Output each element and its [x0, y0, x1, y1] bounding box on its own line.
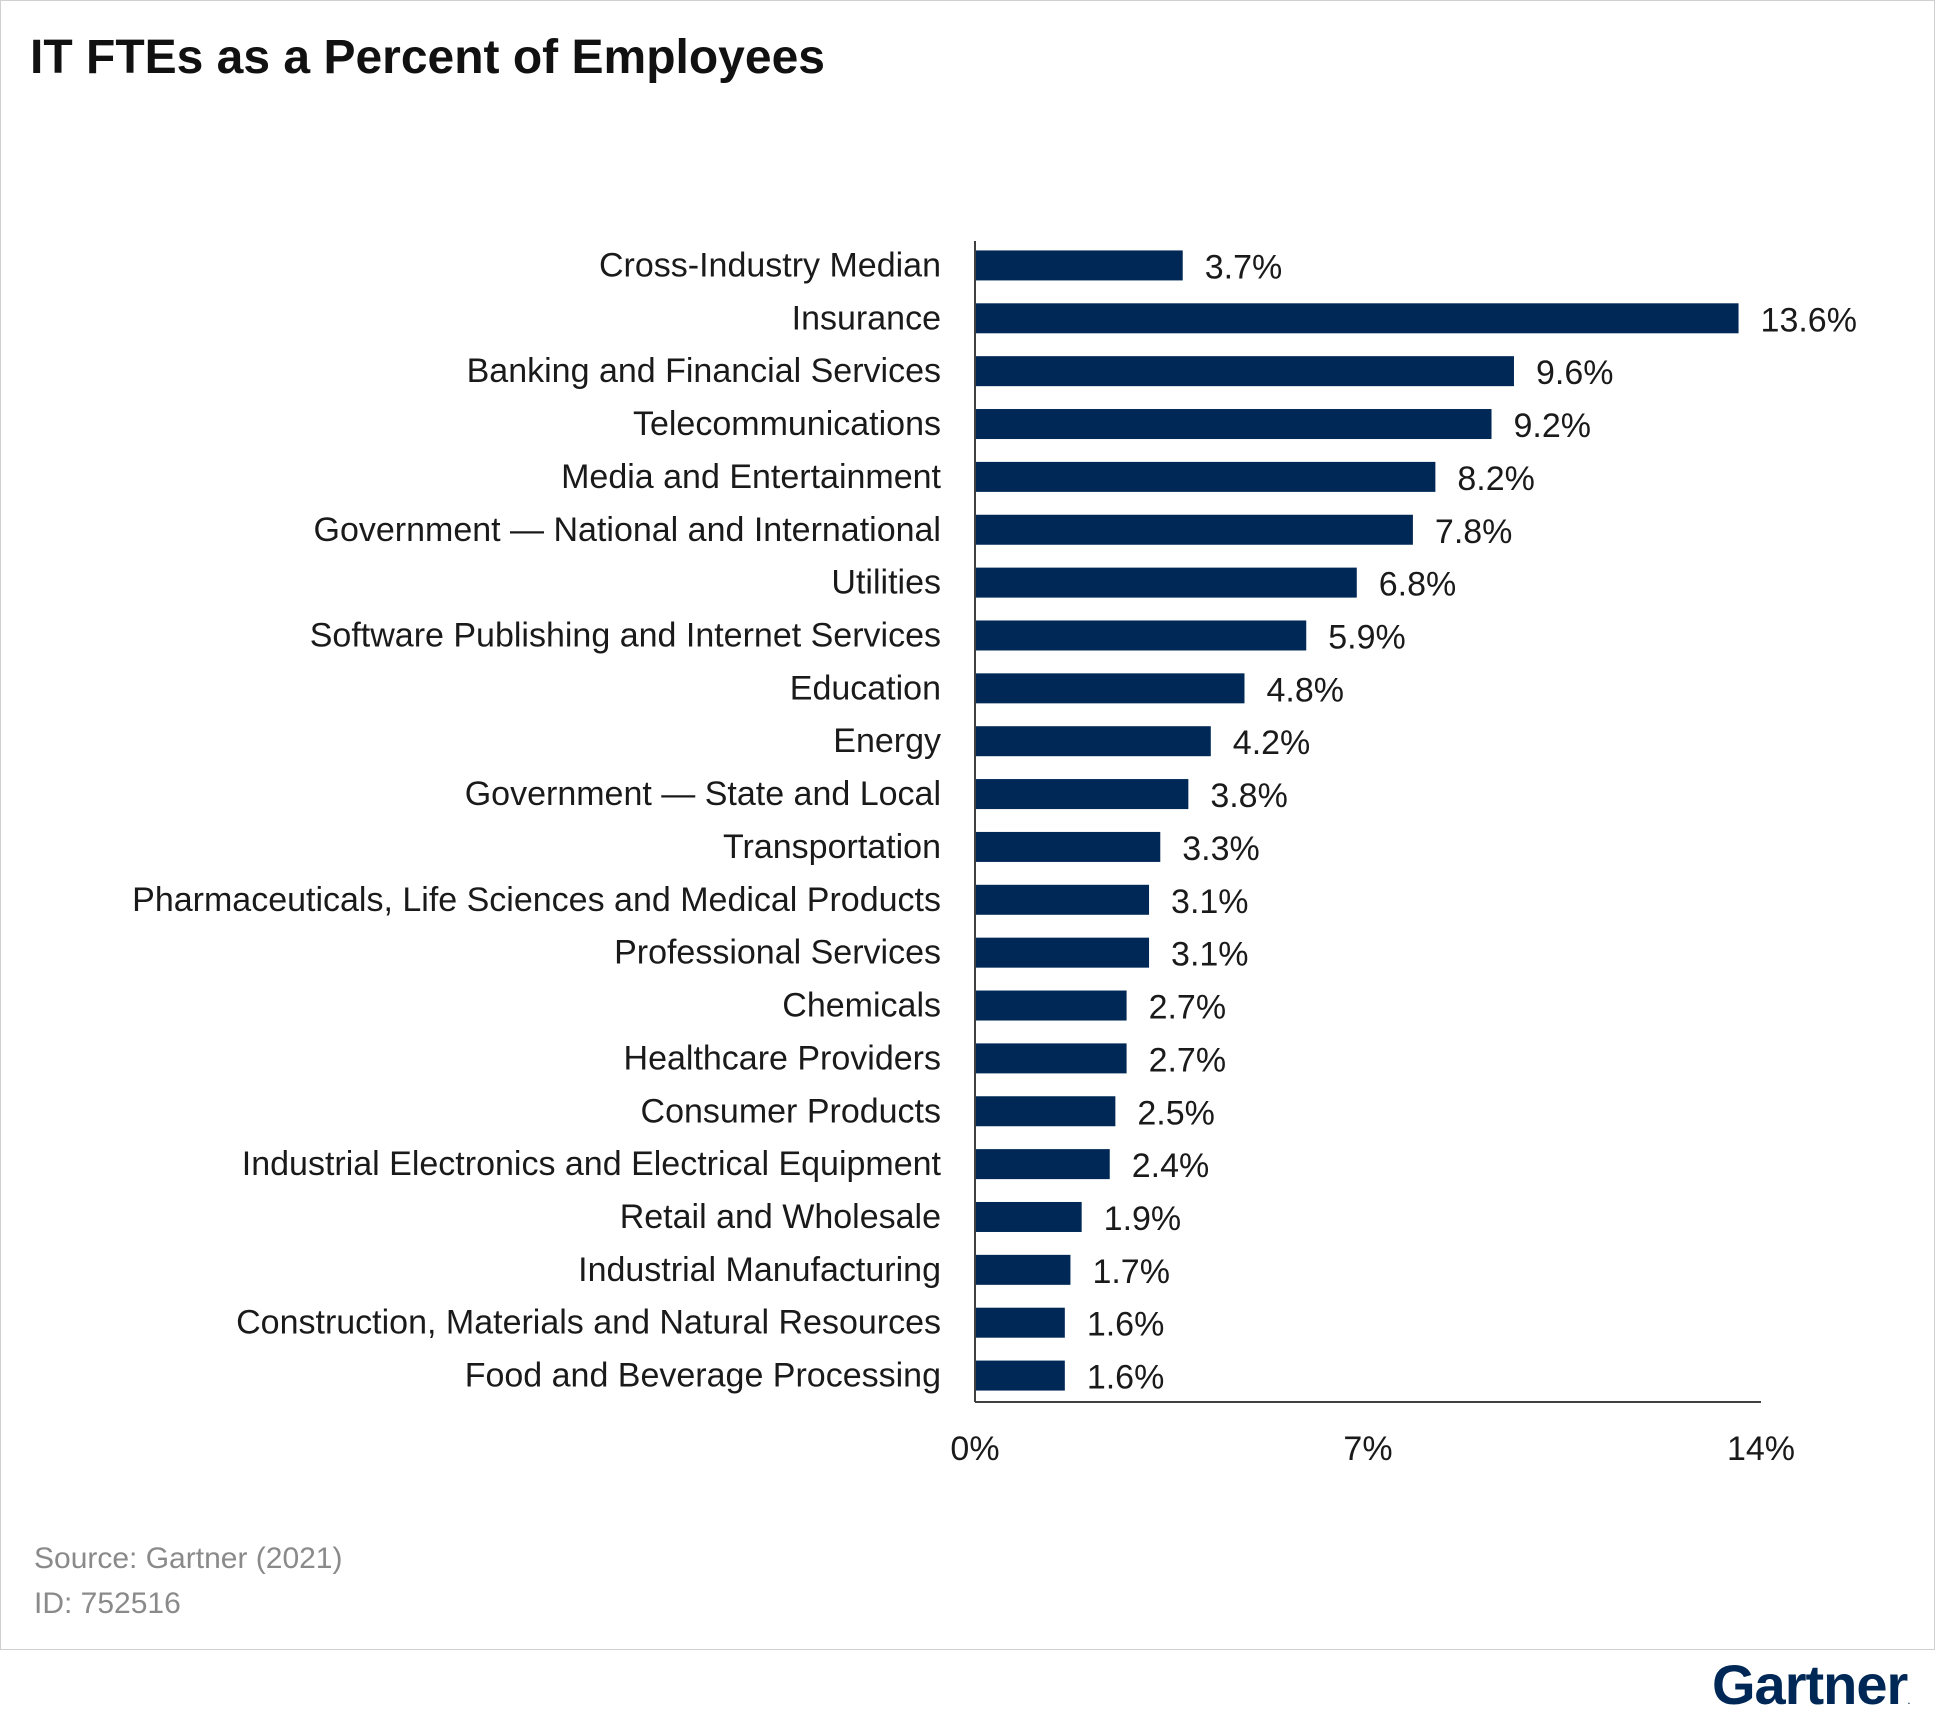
- category-label: Transportation: [723, 828, 941, 866]
- bar: [975, 1201, 1082, 1232]
- chart-frame: [0, 0, 1935, 1650]
- category-label: Professional Services: [614, 934, 941, 972]
- data-label: 9.2%: [1514, 407, 1592, 445]
- data-label: 3.7%: [1205, 248, 1283, 286]
- category-label: Industrial Electronics and Electrical Eq…: [242, 1145, 942, 1183]
- category-label: Consumer Products: [641, 1092, 941, 1130]
- category-label: Energy: [833, 722, 941, 760]
- data-label: 3.1%: [1171, 883, 1249, 921]
- x-tick-label: 14%: [1727, 1430, 1795, 1468]
- data-label: 3.8%: [1210, 777, 1288, 815]
- bar: [975, 620, 1307, 651]
- category-label: Media and Entertainment: [561, 458, 941, 496]
- category-label: Government — State and Local: [465, 775, 941, 813]
- category-label: Pharmaceuticals, Life Sciences and Medic…: [132, 881, 941, 919]
- x-tick-label: 7%: [1343, 1430, 1392, 1468]
- bar: [975, 673, 1245, 704]
- data-label: 2.7%: [1149, 1041, 1227, 1079]
- bar: [975, 1254, 1071, 1285]
- logo-mark: .: [1907, 1693, 1911, 1707]
- bar: [975, 726, 1211, 757]
- bar: [975, 567, 1357, 598]
- data-label: 1.9%: [1104, 1200, 1182, 1238]
- category-label: Telecommunications: [633, 405, 941, 443]
- bar: [975, 1307, 1065, 1338]
- category-label: Education: [790, 669, 941, 707]
- bar: [975, 1096, 1116, 1127]
- data-label: 7.8%: [1435, 513, 1513, 551]
- category-label: Government — National and International: [314, 511, 941, 549]
- category-label: Cross-Industry Median: [599, 246, 941, 284]
- category-label: Chemicals: [782, 987, 941, 1025]
- data-label: 2.4%: [1132, 1147, 1210, 1185]
- bar-chart: Cross-Industry Median 3.7% Insurance 13.6% B…: [132, 241, 1857, 1468]
- bar: [975, 303, 1739, 334]
- data-label: 1.6%: [1087, 1306, 1165, 1344]
- logo-text: Gartner: [1712, 1653, 1908, 1716]
- bar: [975, 461, 1436, 492]
- data-label: 4.2%: [1233, 724, 1311, 762]
- category-label: Healthcare Providers: [624, 1039, 941, 1077]
- category-label: Food and Beverage Processing: [465, 1357, 941, 1395]
- data-label: 2.5%: [1137, 1094, 1215, 1132]
- category-label: Industrial Manufacturing: [578, 1251, 941, 1289]
- bar: [975, 1043, 1127, 1074]
- category-label: Retail and Wholesale: [620, 1198, 941, 1236]
- bar: [975, 779, 1189, 810]
- gartner-logo: Gartner.: [1712, 1652, 1911, 1717]
- bar: [975, 250, 1183, 281]
- bar: [975, 356, 1514, 387]
- data-label: 3.3%: [1182, 830, 1260, 868]
- data-label: 8.2%: [1457, 460, 1535, 498]
- category-label: Banking and Financial Services: [467, 352, 941, 390]
- bar: [975, 409, 1492, 440]
- category-label: Insurance: [792, 299, 941, 337]
- bar: [975, 884, 1150, 915]
- bar: [975, 514, 1413, 545]
- data-label: 3.1%: [1171, 936, 1249, 974]
- data-label: 1.6%: [1087, 1359, 1165, 1397]
- bar: [975, 831, 1161, 862]
- data-label: 2.7%: [1149, 989, 1227, 1027]
- data-label: 9.6%: [1536, 354, 1614, 392]
- data-label: 6.8%: [1379, 566, 1457, 604]
- bar: [975, 990, 1127, 1021]
- bar: [975, 937, 1150, 968]
- data-label: 5.9%: [1328, 618, 1406, 656]
- data-label: 4.8%: [1266, 671, 1344, 709]
- source-note: Source: Gartner (2021): [34, 1542, 343, 1575]
- document-id: ID: 752516: [34, 1587, 181, 1620]
- data-label: 13.6%: [1761, 301, 1857, 339]
- category-label: Software Publishing and Internet Service…: [310, 616, 941, 654]
- chart-title: IT FTEs as a Percent of Employees: [30, 31, 825, 84]
- data-label: 1.7%: [1092, 1253, 1170, 1291]
- bar: [975, 1149, 1110, 1180]
- category-label: Utilities: [831, 564, 941, 602]
- bar: [975, 1360, 1065, 1391]
- category-label: Construction, Materials and Natural Reso…: [236, 1304, 941, 1342]
- x-tick-label: 0%: [950, 1430, 999, 1468]
